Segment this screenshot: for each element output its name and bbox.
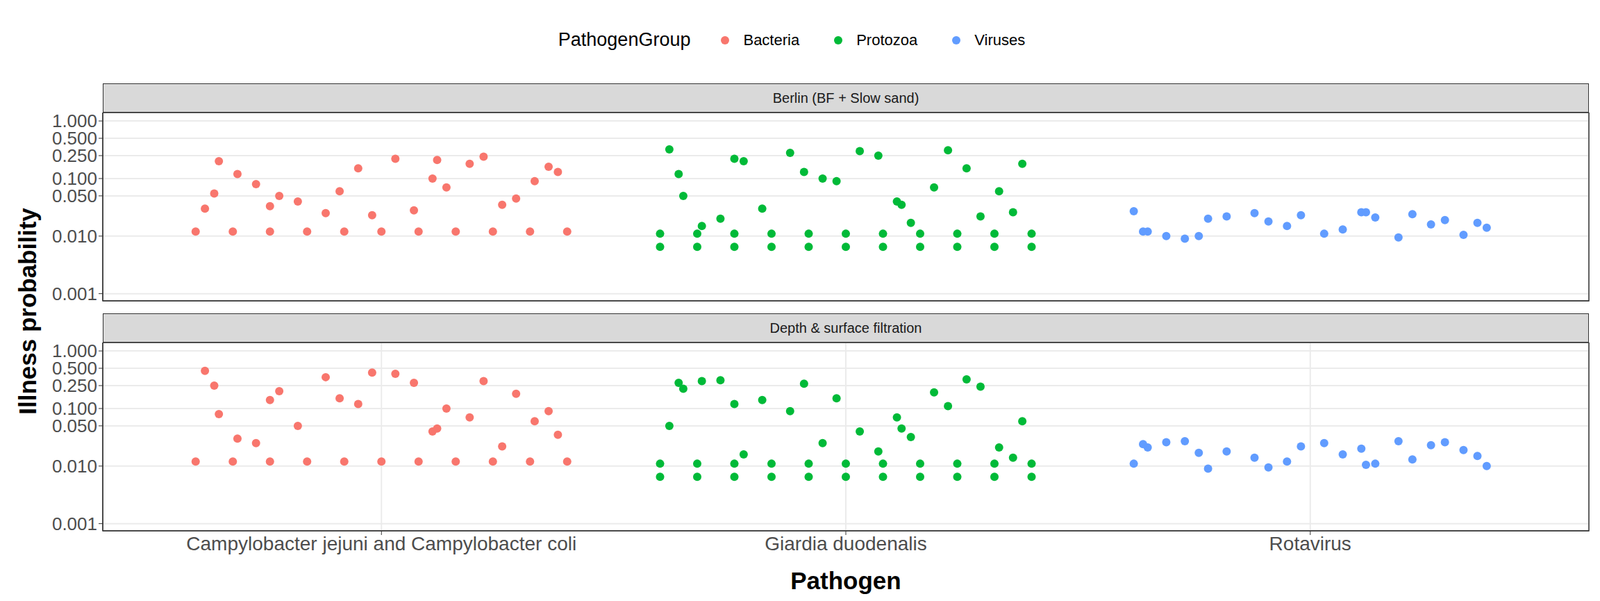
html-text:Protozoa: Protozoa bbox=[856, 30, 918, 49]
html-text:Illness probability: Illness probability bbox=[13, 207, 41, 415]
svg-text:Rotavirus: Rotavirus bbox=[1269, 532, 1352, 555]
svg-text:0.010: 0.010 bbox=[52, 225, 98, 247]
svg-text:0.100: 0.100 bbox=[52, 397, 98, 419]
html-text:Bacteria: Bacteria bbox=[743, 30, 800, 49]
svg-text:1.000: 1.000 bbox=[52, 112, 98, 132]
svg-text:0.001: 0.001 bbox=[52, 513, 98, 535]
svg-text:Giardia duodenalis: Giardia duodenalis bbox=[764, 532, 928, 555]
html-text:Berlin (BF + Slow sand): Berlin (BF + Slow sand) bbox=[772, 89, 919, 106]
svg-text:1.000: 1.000 bbox=[52, 342, 98, 362]
html-text:Depth & surface filtration: Depth & surface filtration bbox=[769, 319, 922, 336]
svg-text:0.500: 0.500 bbox=[52, 127, 98, 149]
html-text:PathogenGroup: PathogenGroup bbox=[558, 29, 691, 50]
html-text:Pathogen: Pathogen bbox=[790, 566, 902, 594]
svg-text:0.001: 0.001 bbox=[52, 283, 98, 302]
svg-text:0.500: 0.500 bbox=[52, 357, 98, 379]
svg-text:0.250: 0.250 bbox=[52, 375, 98, 396]
svg-text:0.100: 0.100 bbox=[52, 168, 98, 189]
svg-text:Campylobacter jejuni and Campy: Campylobacter jejuni and Campylobacter c… bbox=[186, 532, 577, 555]
svg-text:0.010: 0.010 bbox=[52, 455, 98, 477]
svg-text:0.050: 0.050 bbox=[52, 415, 98, 437]
svg-text:0.250: 0.250 bbox=[52, 145, 98, 167]
html-text:Viruses: Viruses bbox=[974, 30, 1026, 49]
svg-text:0.050: 0.050 bbox=[52, 185, 98, 207]
